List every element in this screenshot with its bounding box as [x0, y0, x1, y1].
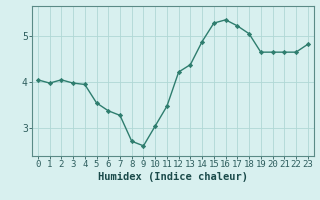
- X-axis label: Humidex (Indice chaleur): Humidex (Indice chaleur): [98, 172, 248, 182]
